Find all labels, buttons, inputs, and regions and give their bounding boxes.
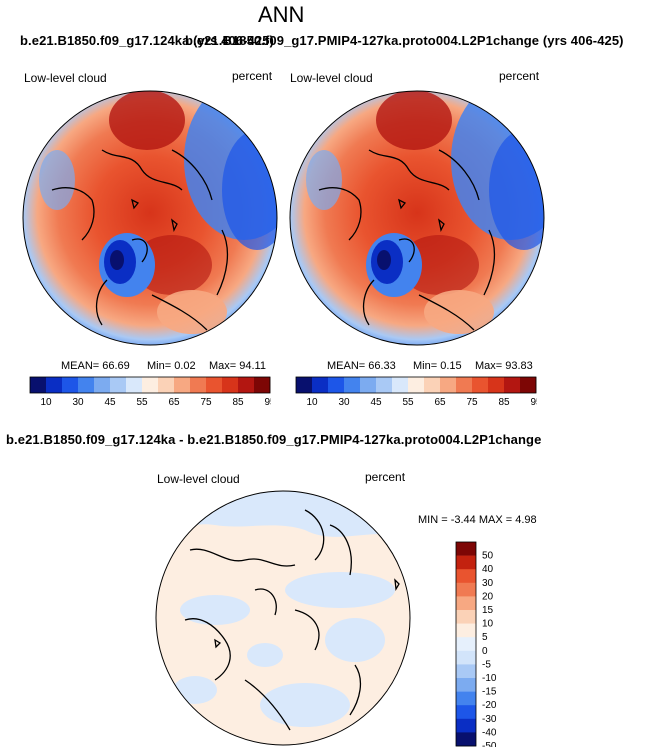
- colorbar-tick-label: 20: [482, 591, 494, 602]
- units-label-diff: percent: [365, 470, 406, 484]
- colorbar-tick-label: 55: [402, 397, 414, 406]
- colorbar-swatch: [456, 678, 476, 692]
- colorbar-tick-label: 30: [72, 397, 84, 406]
- colorbar-tick-label: 30: [338, 397, 350, 406]
- colorbar-swatch: [456, 718, 476, 733]
- units-label-left: percent: [232, 69, 273, 83]
- colorbar-swatch: [174, 377, 191, 393]
- stat-mean-right: MEAN= 66.33: [327, 360, 396, 372]
- colorbar-swatch: [206, 377, 223, 393]
- colorbar-swatch: [456, 542, 476, 556]
- colorbar-swatch: [456, 596, 476, 611]
- colorbar-tick-label: 95: [530, 397, 537, 406]
- colorbar-swatch: [504, 377, 521, 393]
- variable-label-diff: Low-level cloud: [157, 472, 240, 486]
- page-title: ANN: [258, 2, 305, 27]
- colorbar-swatch: [456, 637, 476, 652]
- colorbar-swatch: [440, 377, 457, 393]
- colorbar-swatch: [456, 569, 476, 584]
- colorbar-swatch: [78, 377, 95, 393]
- stat-min-left: Min= 0.02: [147, 360, 196, 372]
- colorbar-swatch: [456, 691, 476, 706]
- colorbar-swatch: [456, 610, 476, 624]
- colorbar-tick-label: 45: [104, 397, 116, 406]
- colorbar-tick-label: -5: [482, 659, 491, 670]
- colorbar-swatch: [456, 650, 476, 665]
- colorbar-tick-label: -30: [482, 714, 497, 725]
- colorbar-swatch: [456, 623, 476, 638]
- units-label-right: percent: [499, 69, 540, 83]
- colorbar-tick-label: 85: [232, 397, 244, 406]
- colorbar-swatch: [46, 377, 63, 393]
- variable-label-right: Low-level cloud: [290, 71, 373, 85]
- colorbar-swatch: [456, 582, 476, 597]
- colorbar-tick-label: 55: [136, 397, 148, 406]
- colorbar-swatch: [456, 664, 476, 679]
- colorbar-swatch: [456, 377, 473, 393]
- colorbar-swatch: [254, 377, 271, 393]
- colorbar-swatch: [360, 377, 377, 393]
- colorbar-127ka: 10 30 45 55 65 75 85 95: [295, 376, 537, 406]
- colorbar-swatch: [62, 377, 79, 393]
- colorbar-swatch: [296, 377, 313, 393]
- colorbar-swatch: [126, 377, 143, 393]
- colorbar-swatch: [456, 732, 476, 747]
- colorbar-tick-label: 15: [482, 605, 494, 616]
- colorbar-tick-label: 75: [200, 397, 212, 406]
- stat-min-right: Min= 0.15: [413, 360, 462, 372]
- colorbar-swatch: [376, 377, 393, 393]
- colorbar-swatch: [344, 377, 361, 393]
- colorbar-swatch: [408, 377, 425, 393]
- colorbar-tick-label: -15: [482, 687, 497, 698]
- colorbar-tick-label: 10: [482, 619, 494, 630]
- polar-map-difference: [155, 490, 411, 746]
- colorbar-swatch: [110, 377, 127, 393]
- colorbar-swatch: [456, 705, 476, 720]
- colorbar-swatch: [222, 377, 239, 393]
- colorbar-tick-label: -40: [482, 727, 497, 738]
- colorbar-tick-label: -50: [482, 741, 497, 747]
- colorbar-swatch: [190, 377, 207, 393]
- colorbar-tick-label: 65: [168, 397, 180, 406]
- colorbar-swatch: [488, 377, 505, 393]
- stat-mean-left: MEAN= 66.69: [61, 360, 130, 372]
- colorbar-tick-label: -20: [482, 700, 497, 711]
- colorbar-swatch: [94, 377, 111, 393]
- variable-label-left: Low-level cloud: [24, 71, 107, 85]
- difference-title: b.e21.B1850.f09_g17.124ka - b.e21.B1850.…: [6, 432, 542, 447]
- colorbar-swatch: [142, 377, 159, 393]
- colorbar-tick-label: 85: [498, 397, 510, 406]
- colorbar-swatch: [158, 377, 175, 393]
- colorbar-tick-label: 5: [482, 632, 488, 643]
- colorbar-swatch: [392, 377, 409, 393]
- colorbar-swatch: [456, 555, 476, 570]
- polar-map-124ka: [22, 90, 278, 346]
- case-title-right: b.e21.B1850.f09_g17.PMIP4-127ka.proto004…: [185, 33, 624, 48]
- colorbar-swatch: [30, 377, 47, 393]
- colorbar-tick-label: 50: [482, 551, 494, 562]
- colorbar-tick-label: -10: [482, 673, 497, 684]
- stat-max-left: Max= 94.11: [209, 360, 266, 372]
- colorbar-tick-label: 75: [466, 397, 478, 406]
- colorbar-swatch: [520, 377, 537, 393]
- colorbar-tick-label: 10: [40, 397, 52, 406]
- colorbar-tick-label: 30: [482, 578, 494, 589]
- colorbar-swatch: [238, 377, 255, 393]
- colorbar-swatch: [328, 377, 345, 393]
- colorbar-tick-label: 10: [306, 397, 318, 406]
- colorbar-tick-label: 45: [370, 397, 382, 406]
- colorbar-tick-label: 40: [482, 564, 494, 575]
- case-title-left: b.e21.B1850.f09_g17.124ka (yrs 406-425): [20, 33, 274, 48]
- colorbar-tick-label: 95: [264, 397, 271, 406]
- colorbar-tick-label: 65: [434, 397, 446, 406]
- polar-map-127ka: [289, 90, 545, 346]
- colorbar-swatch: [424, 377, 441, 393]
- colorbar-tick-label: 0: [482, 646, 488, 657]
- colorbar-swatch: [472, 377, 489, 393]
- diff-min-max: MIN = -3.44 MAX = 4.98: [418, 514, 537, 526]
- colorbar-124ka: 10 30 45 55 65 75 85 95: [29, 376, 271, 406]
- colorbar-swatch: [312, 377, 329, 393]
- stat-max-right: Max= 93.83: [475, 360, 533, 372]
